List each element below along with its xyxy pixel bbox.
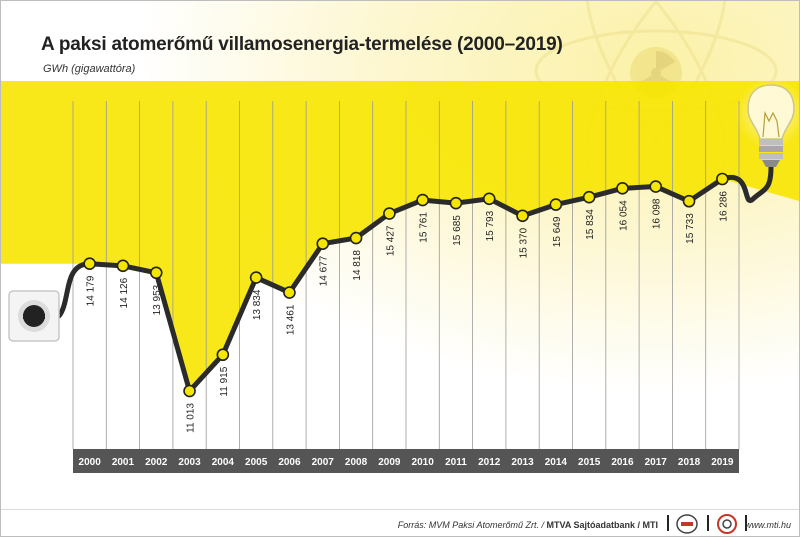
value-label-2015: 15 834: [585, 209, 596, 240]
source-agency: MTVA Sajtóadatbank / MTI: [546, 520, 658, 530]
mti-logo-icon: [676, 514, 698, 534]
chart: 14 179 14 126 13 953 11 013 11 915 13 834 13 4…: [1, 1, 799, 509]
data-point-2000: [83, 257, 96, 271]
value-label-2008: 14 818: [352, 250, 363, 281]
data-point-2001: [116, 259, 130, 273]
x-axis-bar: [73, 449, 739, 473]
value-label-2004: 11 915: [219, 366, 230, 396]
data-point-2015: [582, 190, 596, 204]
value-label-2016: 16 054: [618, 200, 629, 231]
data-point-2004: [216, 348, 230, 362]
x-tick-label-2014: 2014: [545, 457, 568, 468]
data-point-2013: [516, 209, 529, 223]
x-tick-label-2018: 2018: [678, 457, 701, 468]
data-point-2007: [316, 237, 330, 250]
data-point-2002: [149, 266, 163, 280]
x-tick-label-2000: 2000: [79, 457, 102, 468]
x-tick-label-2003: 2003: [178, 457, 201, 468]
value-label-2011: 15 685: [452, 215, 463, 246]
light-bulb-icon: [735, 77, 799, 167]
x-tick-label-2008: 2008: [345, 457, 368, 468]
x-tick-label-2019: 2019: [711, 457, 734, 468]
x-tick-label-2015: 2015: [578, 457, 601, 468]
x-tick-label-2016: 2016: [611, 457, 634, 468]
data-point-2010: [416, 193, 429, 207]
value-label-2013: 15 370: [519, 227, 530, 258]
x-tick-label-2002: 2002: [145, 457, 168, 468]
highlight-area: [1, 81, 799, 391]
chart-title: A paksi atomerőmű villamosenergia-termel…: [41, 34, 563, 55]
x-tick-label-2011: 2011: [445, 457, 467, 468]
footer-separator: [707, 515, 709, 531]
value-label-2012: 15 793: [485, 210, 496, 241]
value-label-2002: 13 953: [152, 284, 163, 315]
value-label-2014: 15 649: [552, 216, 563, 247]
x-tick-label-2012: 2012: [478, 457, 501, 468]
value-label-2019: 16 286: [718, 191, 729, 222]
value-label-2000: 14 179: [86, 275, 97, 306]
footer-separator: [667, 515, 669, 531]
power-socket-icon: [8, 290, 60, 342]
x-tick-label-2010: 2010: [412, 457, 435, 468]
cable-line: [719, 164, 774, 204]
value-label-2009: 15 427: [385, 225, 396, 256]
x-tick-label-2005: 2005: [245, 457, 268, 468]
value-label-2006: 13 461: [285, 304, 296, 335]
data-point-2012: [482, 192, 496, 206]
source-text: Forrás: MVM Paksi Atomerőmű Zrt. / MTVA …: [398, 520, 658, 530]
x-tick-label-2007: 2007: [312, 457, 335, 468]
footer: [1, 509, 799, 536]
data-point-2006: [283, 286, 296, 299]
x-tick-label-2017: 2017: [645, 457, 668, 468]
value-label-2017: 16 098: [652, 198, 663, 229]
x-tick-label-2006: 2006: [278, 457, 301, 468]
y-axis-unit-label: GWh (gigawattóra): [43, 63, 136, 75]
mtva-logo-icon: [717, 514, 737, 534]
value-label-2007: 14 677: [319, 255, 330, 286]
x-tick-label-2004: 2004: [212, 457, 235, 468]
data-point-2019: [716, 172, 729, 186]
data-point-2003: [183, 384, 196, 398]
data-point-2009: [383, 207, 396, 220]
x-tick-label-2009: 2009: [378, 457, 401, 468]
value-label-2010: 15 761: [419, 212, 430, 243]
data-point-2018: [682, 194, 696, 208]
x-tick-label-2001: 2001: [112, 457, 135, 468]
footer-separator: [745, 515, 747, 531]
data-point-2017: [649, 180, 663, 193]
data-point-2008: [349, 231, 363, 245]
data-point-2016: [616, 182, 629, 195]
data-point-2014: [549, 198, 563, 211]
website-link[interactable]: www.mti.hu: [744, 520, 791, 530]
x-tick-label-2013: 2013: [511, 457, 534, 468]
value-label-2005: 13 834: [252, 289, 263, 320]
value-label-2001: 14 126: [119, 277, 130, 308]
source-prefix: Forrás: MVM Paksi Atomerőmű Zrt. /: [397, 520, 547, 530]
data-point-2005: [249, 271, 263, 284]
cable-line: [56, 261, 93, 319]
data-point-2011: [449, 196, 463, 210]
value-label-2018: 15 733: [685, 213, 696, 244]
value-label-2003: 11 013: [186, 403, 197, 433]
